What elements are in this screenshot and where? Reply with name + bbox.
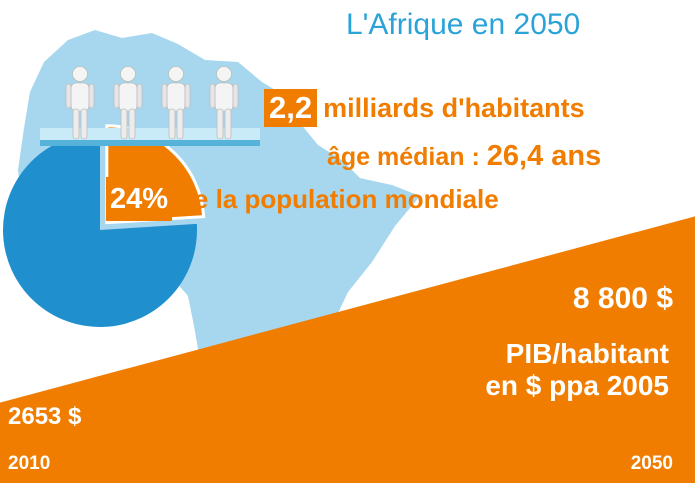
- gdp-end-year: 2050: [630, 453, 673, 474]
- population-text: milliards d'habitants: [323, 92, 585, 123]
- person-figure-icon: [65, 66, 95, 140]
- gdp-start-year: 2010: [8, 453, 51, 474]
- gdp-area-chart: [0, 216, 695, 483]
- people-figures: [40, 66, 260, 146]
- gdp-start-value: 2653 $: [8, 403, 82, 430]
- person-figure-icon: [113, 66, 143, 140]
- pie-slice-rest-of-world: [2, 133, 197, 327]
- gdp-end-value: 8 800 $: [572, 282, 673, 315]
- world-share-text: de la population mondiale: [178, 183, 499, 214]
- gdp-label-line1: PIB/habitant: [505, 338, 669, 369]
- world-share-stat: 24% de la population mondiale: [106, 177, 499, 221]
- median-age-value: 26,4 ans: [486, 140, 602, 172]
- gdp-label: PIB/habitant en $ ppa 2005: [485, 338, 669, 402]
- gdp-label-line2: en $ ppa 2005: [485, 370, 669, 401]
- figures-band: [40, 128, 260, 142]
- gdp-area: [0, 216, 695, 483]
- population-stat: 2,2 milliards d'habitants: [264, 88, 585, 128]
- population-value: 2,2: [264, 89, 318, 127]
- page-title: L'Afrique en 2050: [346, 8, 581, 41]
- median-age-stat: âge médian : 26,4 ans: [327, 140, 601, 173]
- person-figure-icon: [161, 66, 191, 140]
- median-age-label: âge médian :: [327, 143, 480, 171]
- person-figure-icon: [209, 66, 239, 140]
- figures-band-shadow: [40, 140, 260, 146]
- world-share-value: 24%: [106, 177, 173, 221]
